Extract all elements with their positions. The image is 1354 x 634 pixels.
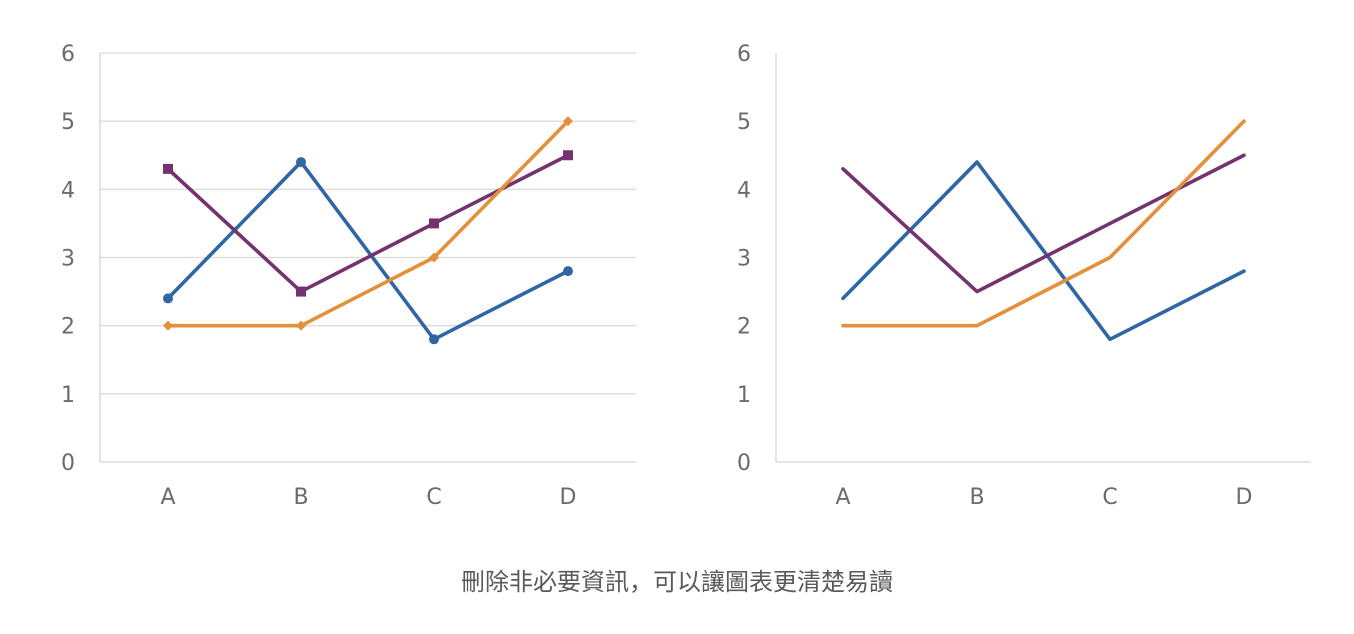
- y-tick-label: 2: [61, 315, 75, 340]
- chart-1: 0 1 2 3 4 5 6 A B C D: [61, 42, 636, 510]
- data-point: [163, 293, 173, 304]
- data-point: [296, 286, 306, 297]
- data-point: [163, 320, 173, 331]
- x-tick-label: C: [1102, 485, 1117, 510]
- x-tick-label: C: [426, 485, 441, 510]
- chart-2: 0 1 2 3 4 5 6 A B C D: [737, 42, 1311, 510]
- y-tick-label: 4: [737, 178, 751, 203]
- caption-text: 刪除非必要資訊，可以讓圖表更清楚易讀: [461, 568, 893, 596]
- data-point: [296, 320, 306, 331]
- data-point: [563, 116, 573, 127]
- data-point: [429, 334, 439, 345]
- y-tick-label: 6: [737, 42, 751, 67]
- x-tick-label: A: [835, 485, 850, 510]
- y-tick-label: 3: [737, 247, 751, 272]
- series-line-2: [841, 153, 1246, 294]
- x-tick-label: A: [160, 485, 175, 510]
- data-point: [429, 218, 439, 229]
- data-point: [163, 163, 173, 174]
- x-tick-label: B: [969, 485, 984, 510]
- series-line-3: [841, 119, 1246, 328]
- y-tick-label: 5: [737, 110, 751, 135]
- x-tick-label: D: [560, 485, 577, 510]
- y-tick-label: 1: [61, 383, 75, 408]
- data-point: [296, 157, 306, 168]
- x-tick-label: D: [1236, 485, 1253, 510]
- charts-area: 0 1 2 3 4 5 6 A B C D 0 1 2 3 4 5 6 A B C D: [61, 42, 1311, 510]
- y-tick-label: 0: [737, 451, 751, 476]
- data-point: [563, 266, 573, 277]
- y-tick-label: 0: [61, 451, 75, 476]
- y-tick-label: 6: [61, 42, 75, 67]
- series-line-1: [166, 160, 570, 342]
- series-line-1: [841, 160, 1246, 342]
- y-tick-label: 2: [737, 315, 751, 340]
- x-tick-label: B: [293, 485, 308, 510]
- data-point: [429, 252, 439, 263]
- y-tick-label: 4: [61, 178, 75, 203]
- y-tick-label: 1: [737, 383, 751, 408]
- y-tick-label: 3: [61, 247, 75, 272]
- y-tick-label: 5: [61, 110, 75, 135]
- data-point: [563, 150, 573, 161]
- series-line-3: [166, 119, 570, 328]
- series-line-2: [166, 153, 570, 294]
